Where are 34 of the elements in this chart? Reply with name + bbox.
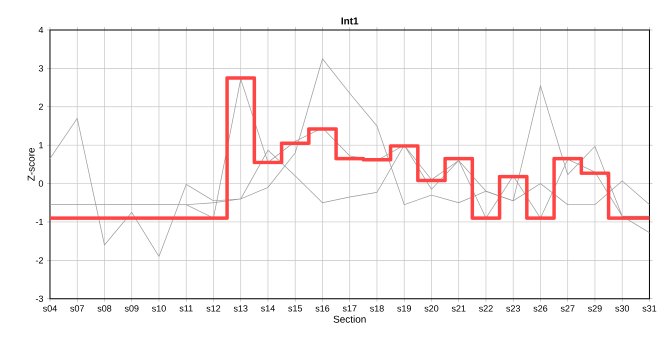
x-tick-label: s27	[560, 305, 574, 312]
x-tick-label: s29	[588, 305, 602, 312]
x-tick-label: s04	[42, 305, 57, 312]
x-tick-label: s09	[124, 305, 139, 312]
x-tick-label: s10	[152, 305, 166, 312]
y-tick-label: 0	[38, 180, 44, 187]
x-tick-label: s20	[424, 305, 438, 312]
y-tick-label: 1	[39, 142, 44, 148]
x-tick-label: s21	[452, 305, 466, 312]
x-tick-label: s08	[97, 305, 112, 312]
x-tick-label: s14	[260, 305, 275, 312]
x-tick-label: s23	[506, 305, 520, 312]
x-tick-label: s16	[315, 305, 330, 312]
x-tick-label: s12	[206, 305, 220, 312]
y-tick-label: -2	[36, 257, 43, 264]
x-tick-label: s19	[397, 305, 412, 312]
x-tick-label: s15	[288, 305, 302, 312]
y-tick-label: 3	[38, 65, 44, 72]
y-tick-label: -1	[36, 219, 44, 226]
x-tick-label: s26	[533, 305, 548, 312]
chart-title: Int1	[342, 18, 358, 25]
x-tick-label: s13	[234, 305, 248, 312]
y-tick-label: 4	[38, 27, 44, 34]
x-tick-label: s11	[180, 305, 193, 312]
y-tick-label: 2	[38, 104, 43, 110]
x-tick-label: s18	[370, 305, 384, 312]
y-axis-title: Z-score	[28, 148, 35, 182]
x-tick-label: s31	[642, 305, 656, 312]
y-tick-label: -3	[36, 296, 44, 302]
x-tick-label: s22	[478, 305, 493, 312]
x-tick-label: s07	[70, 305, 84, 312]
x-tick-label: s17	[342, 305, 356, 312]
x-axis-title: Section	[334, 316, 366, 323]
x-tick-label: s30	[615, 305, 630, 312]
